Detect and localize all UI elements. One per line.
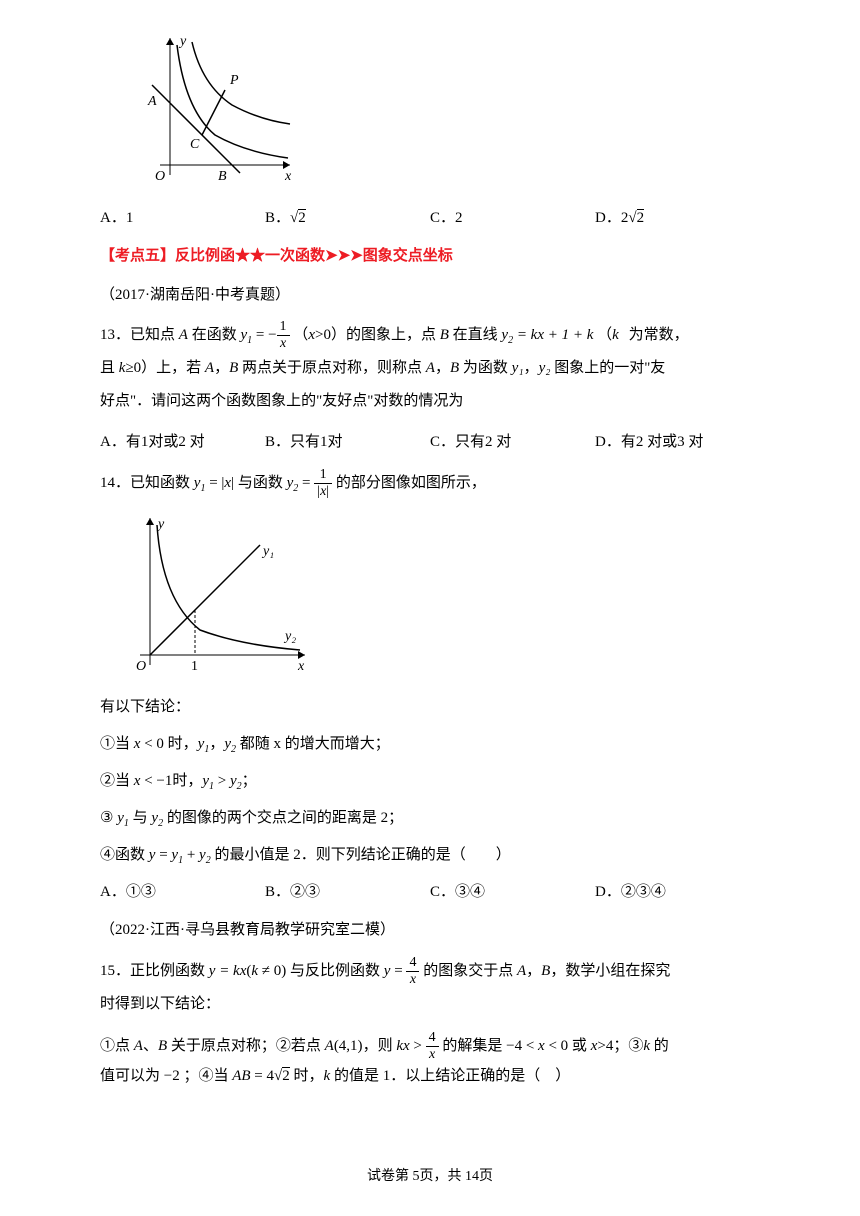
q14-y2-var: y2 <box>287 475 299 491</box>
q13-text-4: 在直线 <box>449 327 502 343</box>
q13-opt-a: A．有1对或2 对 <box>100 428 265 457</box>
q13-a2: A <box>205 360 214 376</box>
q14-text-1: 14．已知函数 <box>100 475 194 491</box>
q15-frac2: 4x <box>426 1031 439 1062</box>
q14-opt-b: B．②③ <box>265 878 430 907</box>
graph-svg-1: y x P A C B O <box>130 30 300 185</box>
question-14: 14．已知函数 y1 = |x| 与函数 y2 = 1|x| 的部分图像如图所示… <box>100 467 760 500</box>
q12-opt-b: B．√2 <box>265 204 430 233</box>
q14-item-4: ④函数 y = y1 + y2 的最小值是 2．则下列结论正确的是（ ） <box>100 841 760 870</box>
source-15: （2022·江西·寻乌县教育局教学研究室二模） <box>100 916 760 945</box>
page-footer: 试卷第 5页，共 14页 <box>0 1164 860 1191</box>
q14-item-2: ②当 x < −1时，y1 > y2； <box>100 767 760 796</box>
q12-opt-d: D．2√2 <box>595 204 760 233</box>
q13-b2: B <box>229 360 238 376</box>
q14-item-3: ③ y1 与 y2 的图像的两个交点之间的距离是 2； <box>100 804 760 833</box>
q15-frac: 4x <box>406 956 419 987</box>
svg-text:x: x <box>297 659 305 674</box>
q13-eq1: = − <box>252 327 276 343</box>
topic-5-title: 【考点五】反比例函★★一次函数➤➤➤图象交点坐标 <box>100 242 760 271</box>
q12-options: A．1 B．√2 C．2 D．2√2 <box>100 204 760 233</box>
svg-text:O: O <box>136 659 146 674</box>
svg-text:O: O <box>155 169 165 184</box>
q13-y1b: y₁ <box>512 360 524 376</box>
q14-opt-c: C．③④ <box>430 878 595 907</box>
q13-a3: A <box>426 360 435 376</box>
q13-text-11: 为函数 <box>459 360 512 376</box>
q13-a: A <box>179 327 188 343</box>
q13-y2c: y₂ <box>539 360 551 376</box>
svg-text:y₁: y₁ <box>261 544 274 559</box>
svg-text:y: y <box>156 517 165 532</box>
source-13: （2017·湖南岳阳·中考真题） <box>100 281 760 310</box>
question-15: 15．正比例函数 y = kx(k ≠ 0) 与反比例函数 y = 4x 的图象… <box>100 955 760 1021</box>
graph-svg-2: y x y₁ y₂ O 1 <box>120 510 320 675</box>
q13-y2-var: y2 <box>501 327 513 343</box>
q13-y1-var: y1 <box>240 327 252 343</box>
svg-text:C: C <box>190 137 200 152</box>
q14-eq2-pre: = <box>298 475 314 491</box>
q14-item-1: ①当 x < 0 时，y1，y2 都随 x 的增大而增大； <box>100 730 760 759</box>
svg-text:y: y <box>178 34 187 49</box>
q13-text-1: 13．已知点 <box>100 327 179 343</box>
q13-text-9: 两点关于原点对称，则称点 <box>238 360 426 376</box>
q13-text-7: 且 <box>100 360 119 376</box>
q13-x: x <box>308 327 315 343</box>
q13-text-7b: ≥0）上，若 <box>125 360 204 376</box>
svg-text:P: P <box>229 73 239 88</box>
q13-text-12: ， <box>524 360 539 376</box>
q13-text-3b: >0）的图象上，点 <box>315 327 440 343</box>
figure-graph-1: y x P A C B O <box>130 30 760 196</box>
q14-eq1: = |x| <box>205 475 234 491</box>
q14-opt-d: D．②③④ <box>595 878 760 907</box>
svg-text:y₂: y₂ <box>283 629 296 644</box>
svg-text:x: x <box>284 169 292 184</box>
q13-text-6: 为常数， <box>625 327 689 343</box>
q14-text-2: 与函数 <box>234 475 287 491</box>
q14-options: A．①③ B．②③ C．③④ D．②③④ <box>100 878 760 907</box>
q13-text-8: ， <box>214 360 229 376</box>
q13-options: A．有1对或2 对 B．只有1对 C．只有2 对 D．有2 对或3 对 <box>100 428 760 457</box>
q13-text-10: ， <box>435 360 450 376</box>
q13-text-14: 好点"．请问这两个函数图象上的"友好点"对数的情况为 <box>100 393 463 409</box>
svg-text:1: 1 <box>191 659 198 674</box>
svg-text:B: B <box>218 169 227 184</box>
q13-opt-b: B．只有1对 <box>265 428 430 457</box>
q14-conclusion-label: 有以下结论： <box>100 693 760 722</box>
q13-text-3: （ <box>290 327 309 343</box>
q14-text-3: 的部分图像如图所示， <box>332 475 486 491</box>
q13-b: B <box>440 327 449 343</box>
figure-graph-2: y x y₁ y₂ O 1 <box>120 510 760 686</box>
q13-frac1: 1x <box>277 320 290 351</box>
q13-text-2: 在函数 <box>188 327 241 343</box>
q14-y1-var: y1 <box>194 475 206 491</box>
svg-text:A: A <box>147 94 157 109</box>
q14-opt-a: A．①③ <box>100 878 265 907</box>
q13-text-5: （ <box>593 327 612 343</box>
q13-text-13: 图象上的一对"友 <box>550 360 665 376</box>
q13-eq2: = kx + 1 + k <box>513 327 593 343</box>
q12-opt-a: A．1 <box>100 204 265 233</box>
q14-frac: 1|x| <box>314 468 332 499</box>
q12-opt-c: C．2 <box>430 204 595 233</box>
q13-opt-d: D．有2 对或3 对 <box>595 428 760 457</box>
q13-b3: B <box>450 360 459 376</box>
q13-opt-c: C．只有2 对 <box>430 428 595 457</box>
q13-k-wide: k <box>612 327 625 343</box>
question-13: 13．已知点 A 在函数 y1 = −1x （x>0）的图象上，点 B 在直线 … <box>100 319 760 418</box>
q15-items: ①点 A、B 关于原点对称；②若点 A(4,1)，则 kx > 4x 的解集是 … <box>100 1031 760 1091</box>
